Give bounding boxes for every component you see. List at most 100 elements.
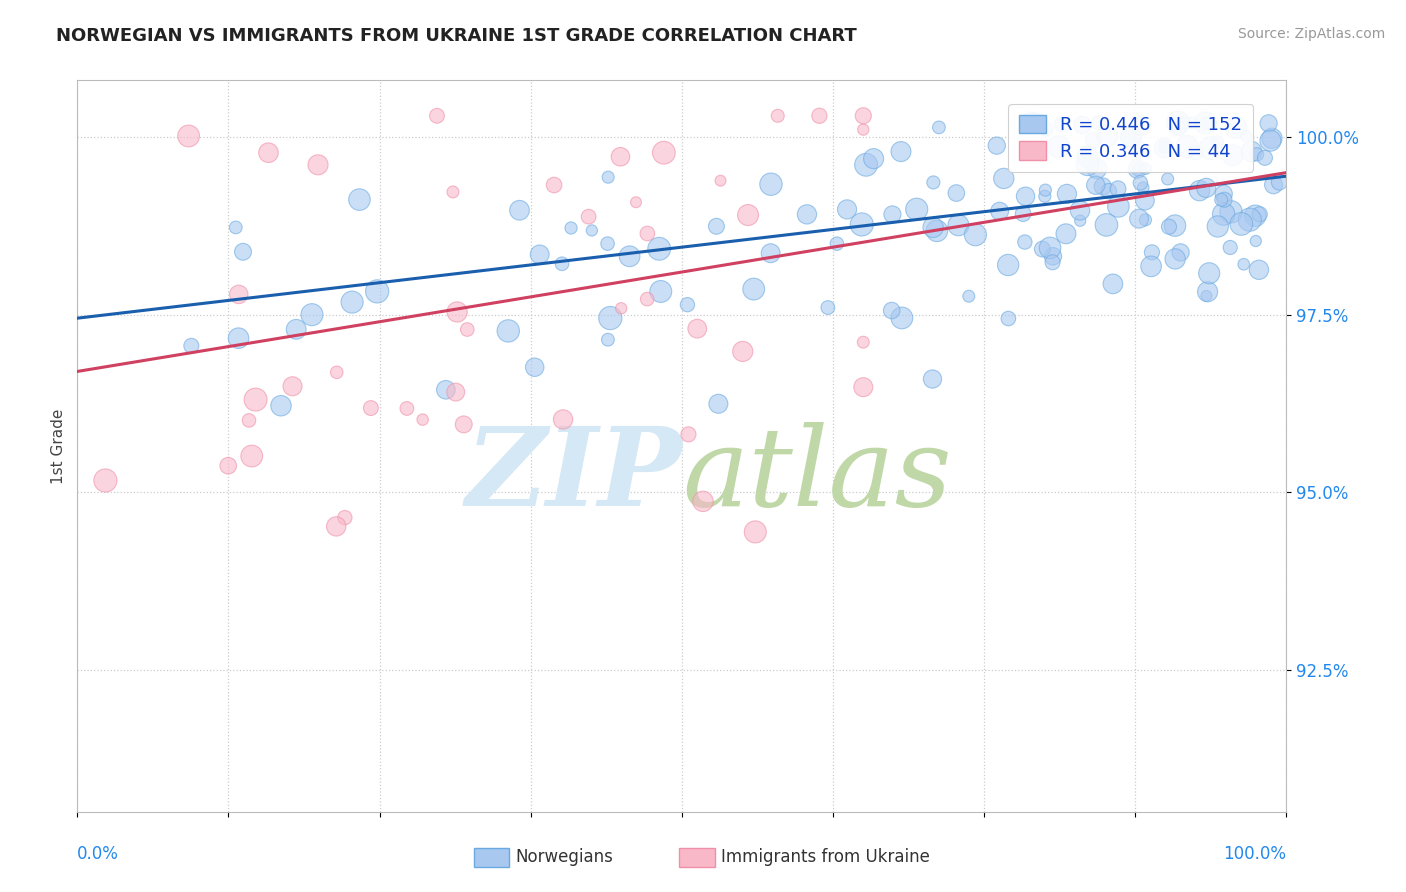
- Point: [1140, 245, 1163, 260]
- Point: [366, 285, 388, 299]
- Point: [1033, 189, 1056, 203]
- Point: [948, 218, 970, 232]
- Point: [678, 427, 700, 442]
- Point: [1121, 129, 1143, 144]
- Point: [1234, 128, 1257, 143]
- Point: [1220, 204, 1243, 219]
- Text: 0.0%: 0.0%: [77, 845, 120, 863]
- Point: [228, 287, 250, 301]
- Point: [993, 171, 1015, 186]
- Point: [1170, 245, 1192, 260]
- Point: [997, 258, 1019, 272]
- Point: [652, 145, 675, 160]
- Point: [1225, 120, 1247, 135]
- Point: [1119, 129, 1142, 144]
- Point: [1164, 252, 1187, 266]
- Point: [496, 324, 519, 338]
- Point: [862, 152, 884, 166]
- Point: [965, 227, 987, 242]
- Point: [1188, 184, 1211, 198]
- Point: [890, 310, 912, 325]
- Point: [1132, 180, 1154, 194]
- Point: [851, 218, 873, 232]
- Point: [1128, 211, 1150, 226]
- Point: [1219, 240, 1241, 254]
- Point: [882, 207, 904, 221]
- Point: [1156, 172, 1178, 186]
- Point: [523, 360, 546, 375]
- Point: [707, 397, 730, 411]
- Point: [596, 236, 619, 251]
- Point: [94, 474, 117, 488]
- Point: [1268, 175, 1291, 189]
- Point: [852, 122, 875, 136]
- Point: [240, 449, 263, 463]
- Point: [890, 145, 912, 159]
- Point: [599, 311, 621, 326]
- Point: [1091, 179, 1114, 194]
- Point: [551, 257, 574, 271]
- Point: [1244, 209, 1267, 223]
- Point: [543, 178, 565, 192]
- Point: [1233, 257, 1256, 271]
- Point: [1069, 213, 1091, 227]
- Point: [1035, 122, 1057, 136]
- Point: [1076, 150, 1098, 164]
- Point: [395, 401, 418, 416]
- Point: [180, 339, 202, 353]
- Point: [281, 379, 304, 393]
- Point: [529, 247, 551, 261]
- Point: [456, 322, 478, 336]
- Point: [1246, 147, 1268, 161]
- Point: [1173, 116, 1195, 130]
- Point: [1166, 116, 1188, 130]
- Point: [1084, 178, 1107, 193]
- Point: [1213, 193, 1236, 207]
- Point: [1021, 116, 1043, 130]
- Point: [1254, 151, 1277, 165]
- Point: [551, 412, 574, 426]
- Point: [434, 383, 457, 397]
- Point: [225, 220, 247, 235]
- Point: [1126, 161, 1149, 176]
- Point: [1126, 162, 1149, 177]
- Point: [624, 195, 647, 210]
- Point: [1263, 178, 1285, 192]
- Point: [852, 380, 875, 394]
- Point: [578, 210, 600, 224]
- Legend: R = 0.446   N = 152, R = 0.346   N = 44: R = 0.446 N = 152, R = 0.346 N = 44: [1008, 104, 1253, 171]
- Point: [1135, 161, 1157, 176]
- Point: [1206, 219, 1229, 234]
- Point: [766, 109, 789, 123]
- Point: [731, 344, 754, 359]
- Point: [1195, 181, 1218, 195]
- Point: [905, 202, 928, 217]
- Point: [444, 385, 467, 400]
- Text: 100.0%: 100.0%: [1223, 845, 1286, 863]
- Point: [1153, 140, 1175, 154]
- Point: [1130, 119, 1153, 133]
- Point: [1184, 145, 1206, 160]
- Point: [1260, 134, 1282, 148]
- Point: [508, 203, 530, 218]
- Text: ZIP: ZIP: [465, 422, 682, 529]
- Point: [922, 220, 945, 235]
- Point: [759, 246, 782, 260]
- Point: [1098, 184, 1121, 198]
- Point: [1102, 277, 1125, 291]
- Point: [1197, 285, 1219, 299]
- Point: [1097, 128, 1119, 143]
- Point: [1140, 260, 1163, 274]
- Point: [581, 223, 603, 237]
- Point: [1056, 186, 1078, 201]
- Point: [1194, 116, 1216, 130]
- Point: [257, 145, 280, 160]
- Point: [1047, 140, 1070, 154]
- Point: [441, 185, 464, 199]
- Point: [609, 150, 631, 164]
- Point: [426, 109, 449, 123]
- Point: [1083, 133, 1105, 147]
- Point: [238, 413, 260, 427]
- Point: [340, 295, 363, 310]
- Point: [1240, 145, 1263, 159]
